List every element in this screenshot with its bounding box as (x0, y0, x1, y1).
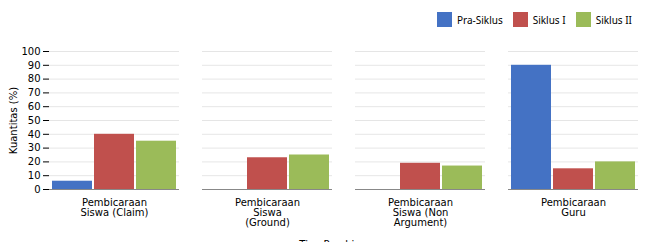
svg-text:40: 40 (28, 129, 41, 140)
svg-text:0: 0 (34, 184, 40, 195)
svg-text:10: 10 (28, 170, 41, 181)
svg-text:30: 30 (28, 142, 41, 153)
svg-text:90: 90 (28, 60, 41, 71)
svg-text:PembicaraanSiswa (Claim): PembicaraanSiswa (Claim) (80, 197, 148, 218)
html-text:Pra-Siklus: Pra-Siklus (456, 12, 503, 27)
svg-text:Kuantitas (%): Kuantitas (%) (8, 87, 19, 154)
svg-text:PembicaraanGuru: PembicaraanGuru (541, 197, 606, 218)
svg-text:50: 50 (28, 115, 41, 126)
svg-text:Tipe Pembicaraan: Tipe Pembicaraan (298, 239, 388, 242)
html-text:Siklus I: Siklus I (532, 12, 566, 27)
svg-text:60: 60 (28, 101, 41, 112)
svg-text:100: 100 (21, 46, 40, 57)
svg-text:80: 80 (28, 73, 41, 84)
svg-text:PembicaraanSiswa(Ground): PembicaraanSiswa(Ground) (235, 197, 300, 228)
html-text:Siklus II: Siklus II (595, 12, 632, 27)
svg-text:20: 20 (28, 156, 41, 167)
svg-text:PembicaraanSiswa (NonArgument): PembicaraanSiswa (NonArgument) (388, 197, 453, 228)
svg-text:70: 70 (28, 87, 41, 98)
